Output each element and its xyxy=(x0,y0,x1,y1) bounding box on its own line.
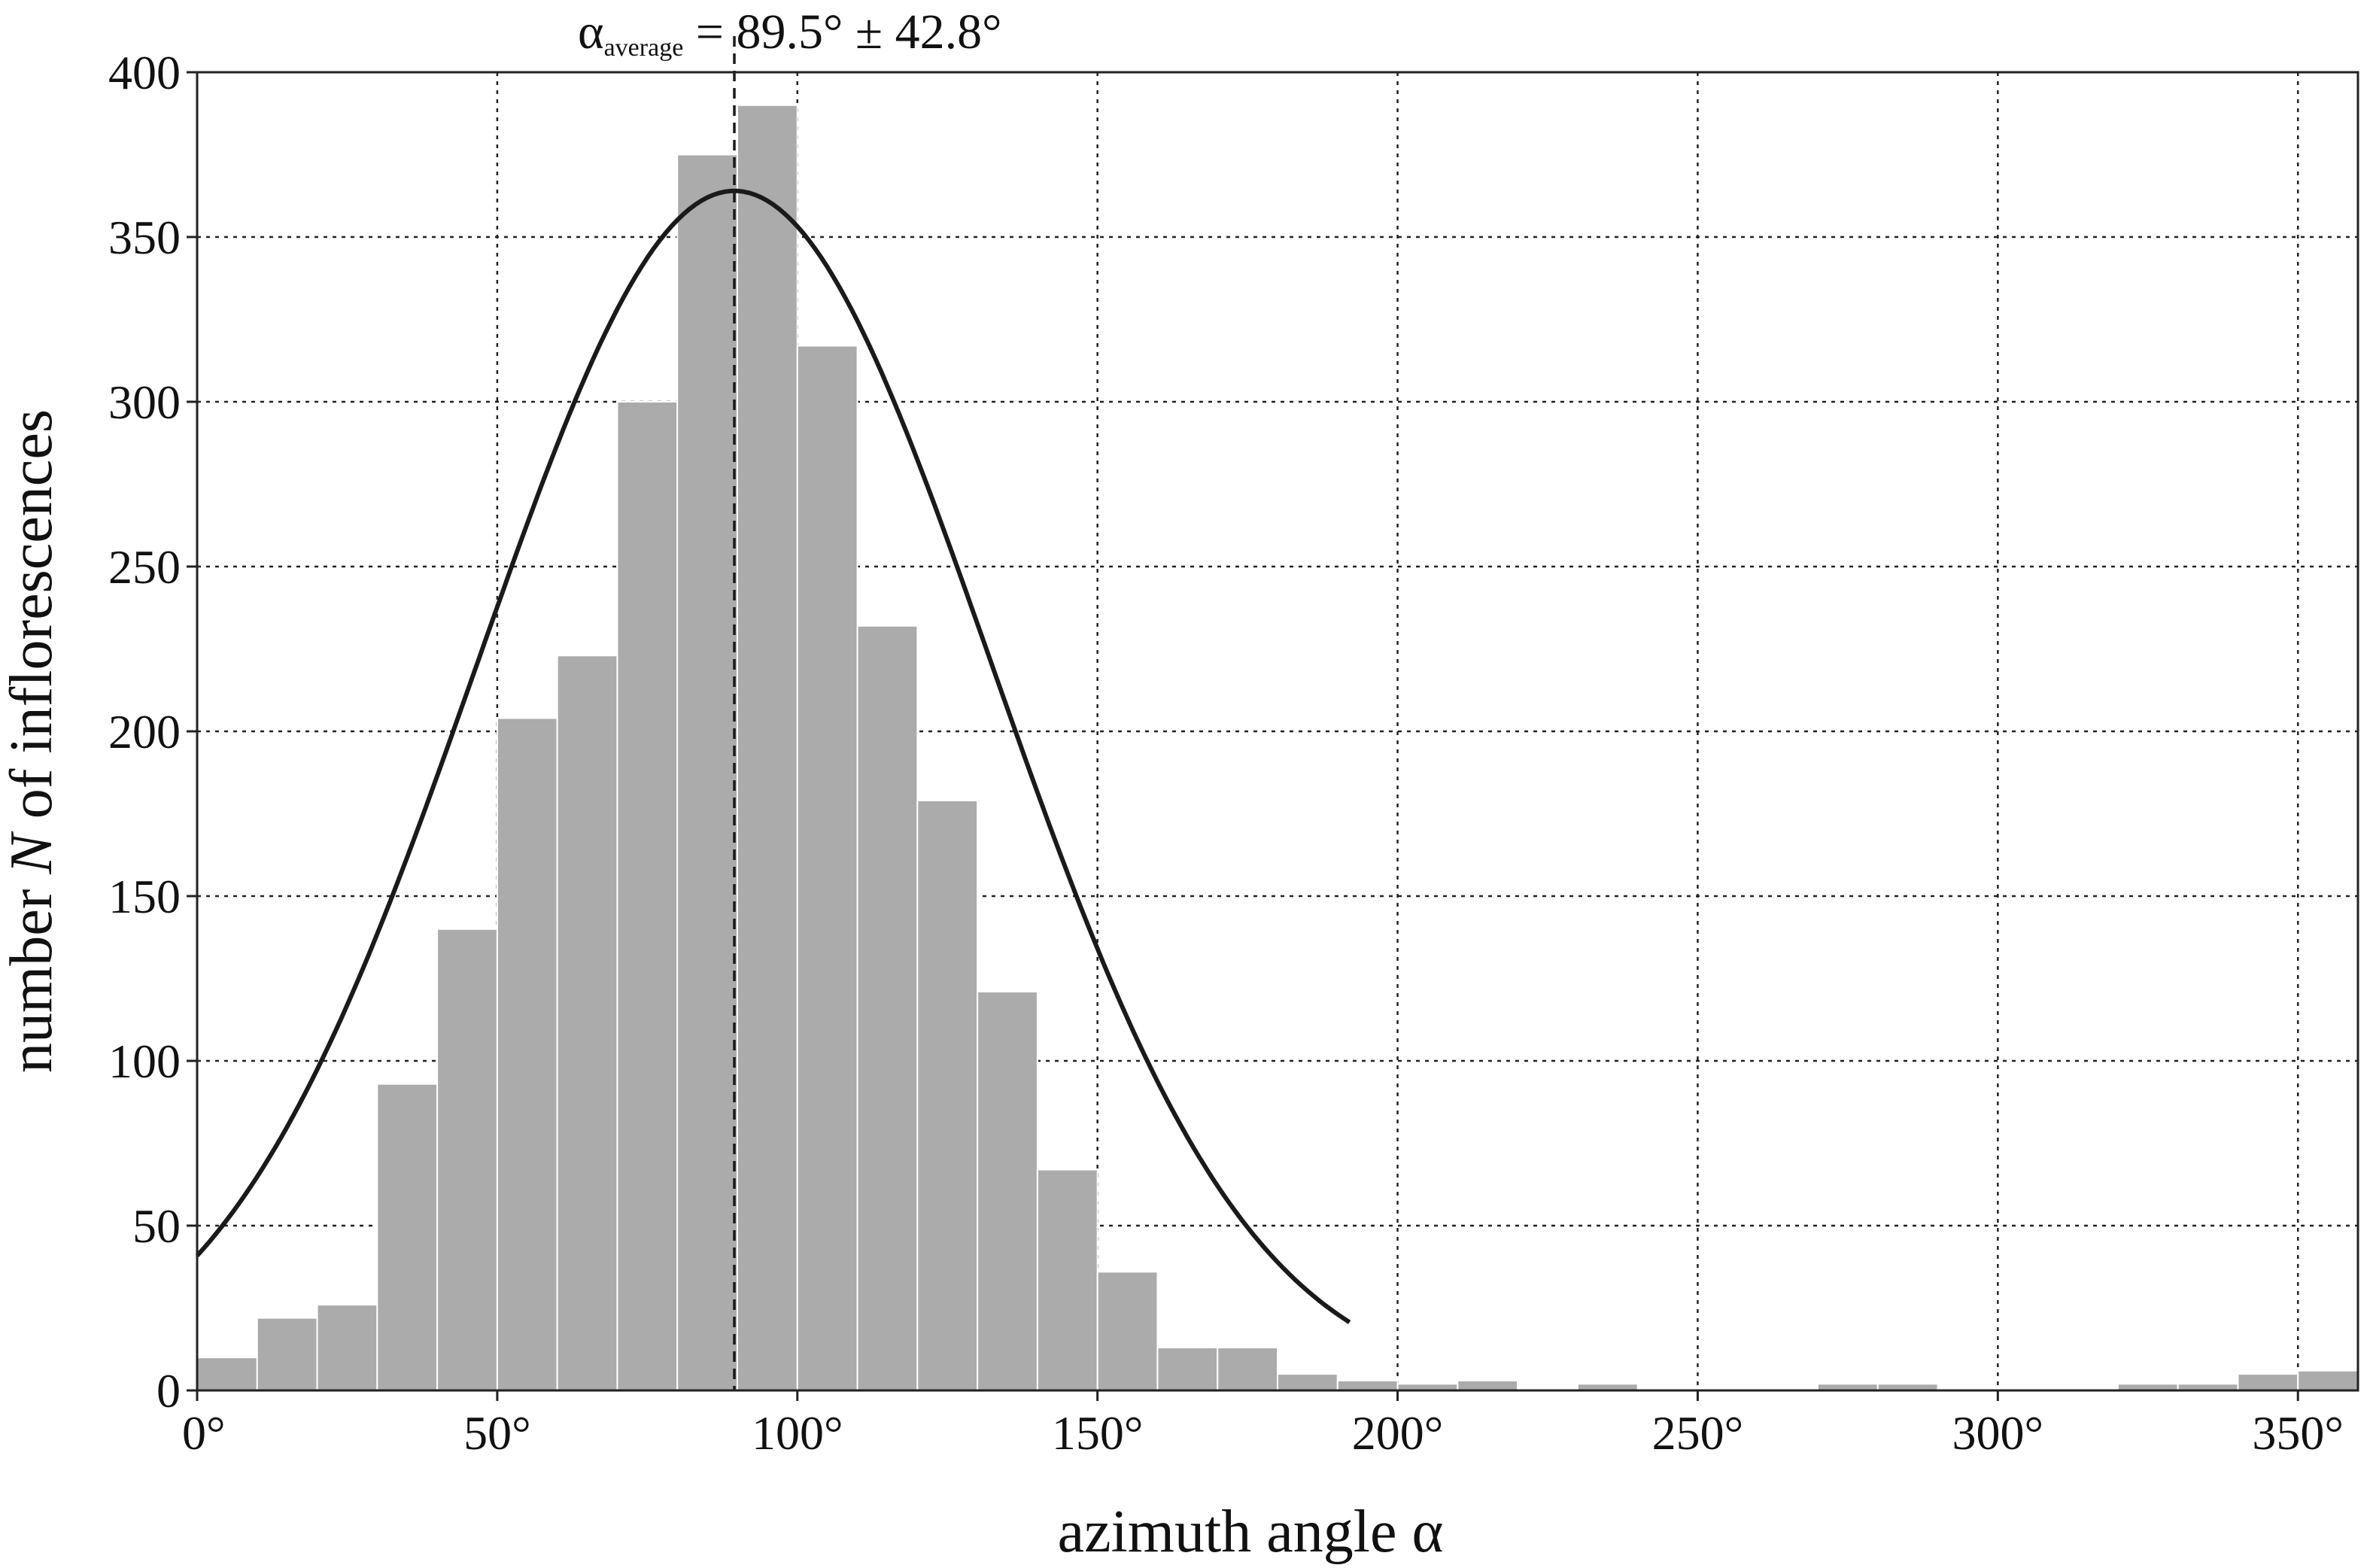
bar-180-190 xyxy=(1277,1373,1338,1391)
x-tick-label-0: 0° xyxy=(182,1406,226,1460)
y-tick-label-350: 350 xyxy=(108,211,181,264)
bar-40-50 xyxy=(436,928,498,1392)
y-tick-label-250: 250 xyxy=(108,540,181,594)
bar-60-70 xyxy=(556,655,618,1391)
x-tick-label-50: 50° xyxy=(463,1406,531,1460)
x-axis-title: azimuth angle α xyxy=(1058,1499,1444,1564)
bar-120-130 xyxy=(916,799,979,1391)
y-axis-ticks: 0 50 100 150 200 250 300 350 400 xyxy=(108,46,197,1418)
bar-110-120 xyxy=(856,624,919,1391)
bar-130-140 xyxy=(977,991,1038,1391)
x-axis-title-symbol: α xyxy=(1412,1499,1444,1564)
x-tick-label-250: 250° xyxy=(1652,1406,1744,1460)
bar-90-100 xyxy=(737,104,798,1391)
bar-340-350 xyxy=(2237,1373,2299,1391)
bar-190-200 xyxy=(1336,1379,1399,1391)
x-tick-label-150: 150° xyxy=(1052,1406,1144,1460)
bar-10-20 xyxy=(256,1317,318,1392)
bar-70-80 xyxy=(616,401,679,1391)
bar-20-30 xyxy=(316,1304,378,1391)
mean-annotation-subscript: average xyxy=(604,34,684,62)
bar-210-220 xyxy=(1457,1379,1519,1391)
y-tick-label-300: 300 xyxy=(108,375,181,429)
gaussian-fit-curve xyxy=(195,188,1351,1324)
y-axis-title-symbol: N xyxy=(0,831,65,875)
histogram-bars xyxy=(196,104,2359,1392)
bar-30-40 xyxy=(376,1083,439,1392)
bar-50-60 xyxy=(496,717,558,1391)
y-axis-title-prefix: number xyxy=(0,874,65,1073)
mean-annotation: αaverage = 89.5° ± 42.8° xyxy=(578,5,1002,62)
y-tick-label-400: 400 xyxy=(108,46,181,99)
bar-160-170 xyxy=(1156,1347,1219,1392)
y-axis-title-suffix: of inflorescences xyxy=(0,409,65,834)
y-tick-label-50: 50 xyxy=(132,1199,181,1253)
bar-140-150 xyxy=(1036,1168,1098,1392)
x-tick-label-350: 350° xyxy=(2252,1406,2344,1460)
x-tick-label-200: 200° xyxy=(1352,1406,1444,1460)
x-axis-ticks: 0° 50° 100° 150° 200° 250° 300° 350° xyxy=(182,1390,2344,1460)
bar-350-360 xyxy=(2297,1369,2359,1391)
y-tick-label-150: 150 xyxy=(108,870,181,923)
mean-annotation-symbol: α xyxy=(578,5,604,59)
x-tick-label-300: 300° xyxy=(1952,1406,2044,1460)
x-tick-label-100: 100° xyxy=(752,1406,843,1460)
y-tick-label-200: 200 xyxy=(108,705,181,758)
bar-0-10 xyxy=(196,1357,258,1391)
bar-170-180 xyxy=(1217,1347,1278,1392)
y-axis-title: number N of inflorescences xyxy=(0,409,65,1073)
mean-annotation-value: = 89.5° ± 42.8° xyxy=(683,5,1001,59)
gaussian-fit xyxy=(195,188,1351,1324)
y-tick-label-100: 100 xyxy=(108,1035,181,1088)
bar-80-90 xyxy=(676,153,739,1391)
bar-150-160 xyxy=(1096,1271,1159,1391)
bar-100-110 xyxy=(796,345,858,1391)
x-axis-title-text: azimuth angle xyxy=(1058,1499,1412,1564)
y-tick-label-0: 0 xyxy=(156,1364,181,1418)
